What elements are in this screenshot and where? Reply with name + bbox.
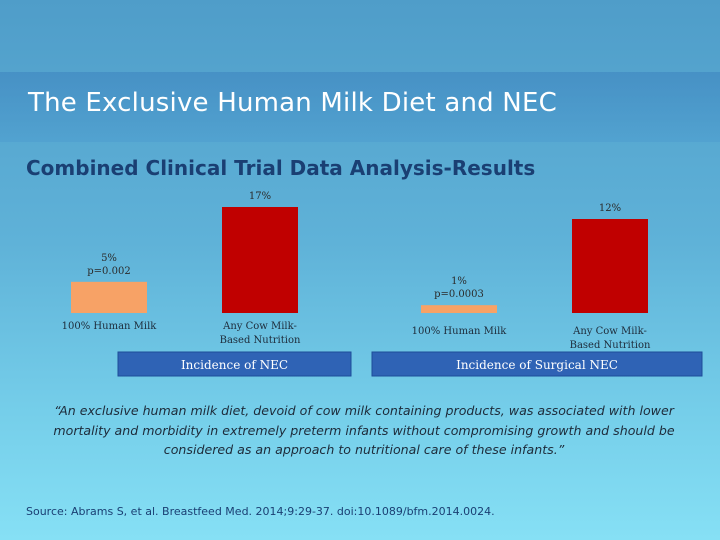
chart-caption-box-0: [117, 351, 352, 377]
source-citation: Source: Abrams S, et al. Breastfeed Med.…: [26, 505, 495, 518]
data-label-0-1-0: 17%: [249, 191, 271, 202]
data-label-1-0-0: 1%: [451, 276, 467, 287]
bar-1-1: [572, 219, 648, 313]
data-label-1-0-1: p=0.0003: [434, 289, 484, 300]
category-label-0-1-1: Based Nutrition: [220, 335, 301, 346]
bar-0-0: [71, 281, 147, 313]
chart-caption-box-1: [371, 351, 703, 377]
chart-caption-1: Incidence of Surgical NEC: [456, 358, 618, 372]
category-label-1-1-1: Based Nutrition: [570, 340, 651, 351]
study-quote: “An exclusive human milk diet, devoid of…: [53, 403, 675, 457]
title-band: [0, 72, 720, 142]
bar-0-1: [222, 207, 298, 313]
category-label-1-0-0: 100% Human Milk: [412, 326, 508, 337]
bar-1-0: [421, 305, 497, 313]
data-label-0-0-1: p=0.002: [87, 266, 130, 277]
slide-title: The Exclusive Human Milk Diet and NEC: [28, 88, 557, 118]
category-label-0-1-0: Any Cow Milk-: [222, 321, 297, 332]
chart-caption-0: Incidence of NEC: [181, 358, 288, 372]
category-label-0-0-0: 100% Human Milk: [62, 321, 158, 332]
slide-subtitle: Combined Clinical Trial Data Analysis-Re…: [26, 156, 536, 180]
data-label-0-0-0: 5%: [101, 253, 117, 264]
data-label-1-1-0: 12%: [599, 203, 621, 214]
category-label-1-1-0: Any Cow Milk-: [572, 326, 647, 337]
